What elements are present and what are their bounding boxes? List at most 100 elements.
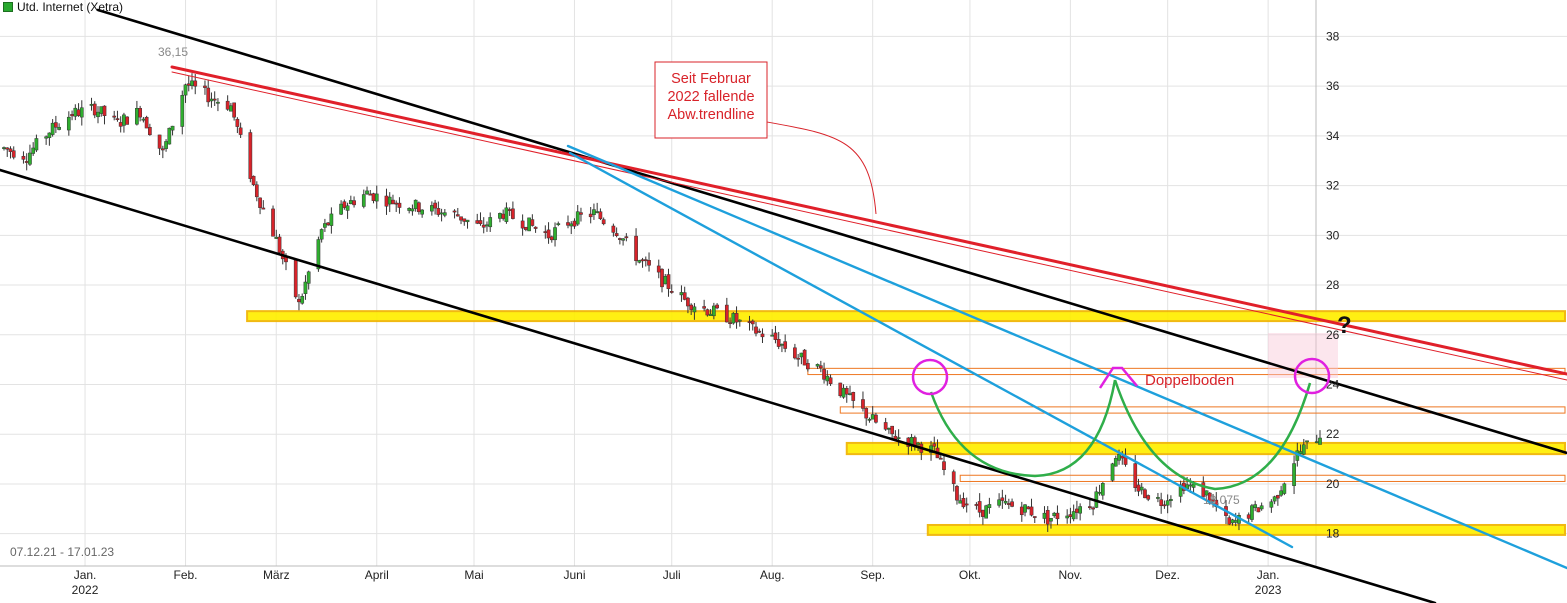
candle-up [498, 213, 502, 219]
resistance-box [959, 474, 1566, 482]
candle-down [293, 259, 298, 298]
candle-up [329, 213, 334, 226]
breakout-circle-1 [911, 358, 949, 396]
note-line: Seit Februar [671, 71, 751, 87]
chart-title-text: Utd. Internet (Xetra) [17, 0, 124, 14]
candle-up [122, 114, 126, 126]
candle-up [413, 199, 418, 209]
x-tick-label: April [365, 568, 389, 582]
candle-up [348, 200, 353, 205]
candle-down [186, 83, 191, 86]
candle-up [50, 122, 55, 135]
candle-down [352, 200, 356, 206]
candle-up [737, 319, 742, 322]
candle-down [148, 127, 152, 136]
candle-down [462, 218, 467, 222]
candle-down [1075, 508, 1079, 513]
candle-down [391, 199, 395, 205]
candle-up [867, 418, 872, 421]
x-tick-year: 2023 [1255, 583, 1282, 597]
candle-up [595, 211, 600, 213]
candle-down [433, 202, 437, 209]
highlight-area [1268, 333, 1338, 378]
candle-down [938, 457, 943, 460]
candle-up [1003, 500, 1008, 504]
candle-up [306, 271, 311, 284]
candle-down [890, 425, 894, 435]
candle-up [316, 239, 321, 270]
candle-down [666, 274, 671, 290]
candle-down [974, 504, 979, 506]
candle-down [611, 225, 616, 233]
candle-down [112, 115, 117, 118]
candle-down [261, 207, 266, 210]
candle-down [481, 224, 486, 228]
y-tick-label: 30 [1326, 228, 1340, 242]
candle-up [887, 427, 891, 430]
candle-up [1279, 490, 1283, 496]
x-tick-label: Nov. [1059, 568, 1083, 582]
candle-down [397, 202, 402, 208]
candle-down [543, 231, 548, 233]
support-zones [246, 310, 1567, 536]
candle-down [1146, 495, 1151, 500]
candle-up [141, 118, 146, 121]
candle-down [384, 195, 389, 207]
x-tick-label: Mai [464, 568, 483, 582]
candle-up [984, 505, 988, 519]
candle-down [232, 102, 236, 118]
candle-up [1097, 491, 1102, 494]
candle-up [1052, 512, 1057, 516]
candle-down [572, 220, 577, 227]
candle-up [504, 207, 509, 222]
x-tick-label: Juli [663, 568, 681, 582]
candle-down [634, 235, 638, 262]
candle-up [170, 125, 175, 131]
candle-down [682, 292, 687, 300]
candle-down [1162, 504, 1167, 507]
candle-down [1159, 499, 1164, 506]
candle-up [896, 437, 901, 439]
candle-up [1272, 496, 1277, 502]
candle-down [1120, 455, 1125, 459]
x-tick-year: 2022 [72, 583, 99, 597]
candle-down [530, 219, 535, 226]
candle-down [669, 291, 674, 293]
candle-up [569, 223, 574, 227]
candle-up [780, 343, 784, 346]
candle-up [34, 138, 39, 151]
candle-down [961, 498, 966, 508]
candle-up [708, 313, 713, 316]
candle-down [455, 214, 460, 217]
candle-down [647, 260, 651, 266]
candle-up [300, 296, 305, 304]
x-tick-label: Feb. [174, 568, 198, 582]
candle-up [1230, 519, 1235, 524]
candle-up [1188, 484, 1193, 487]
candle-up [410, 208, 415, 212]
candle-up [73, 107, 78, 117]
candle-up [621, 238, 625, 241]
candle-up [1292, 463, 1296, 486]
y-tick-label: 28 [1326, 278, 1340, 292]
candle-up [1071, 511, 1076, 520]
candle-down [598, 211, 603, 219]
candle-up [96, 111, 100, 118]
candle-down [5, 147, 10, 150]
candle-down [1136, 484, 1141, 492]
candle-down [193, 80, 198, 87]
candle-up [374, 193, 379, 202]
candle-down [8, 148, 13, 152]
candle-down [783, 341, 788, 349]
candle-down [203, 85, 207, 88]
candle-up [1282, 483, 1287, 494]
candle-down [206, 87, 211, 103]
candle-up [47, 132, 52, 138]
candle-down [689, 304, 694, 310]
candle-down [160, 148, 165, 151]
candle-up [1259, 505, 1264, 510]
legend-swatch-icon [3, 2, 13, 12]
candle-down [1256, 507, 1261, 513]
candle-down [757, 330, 762, 333]
candlesticks [2, 73, 1322, 532]
